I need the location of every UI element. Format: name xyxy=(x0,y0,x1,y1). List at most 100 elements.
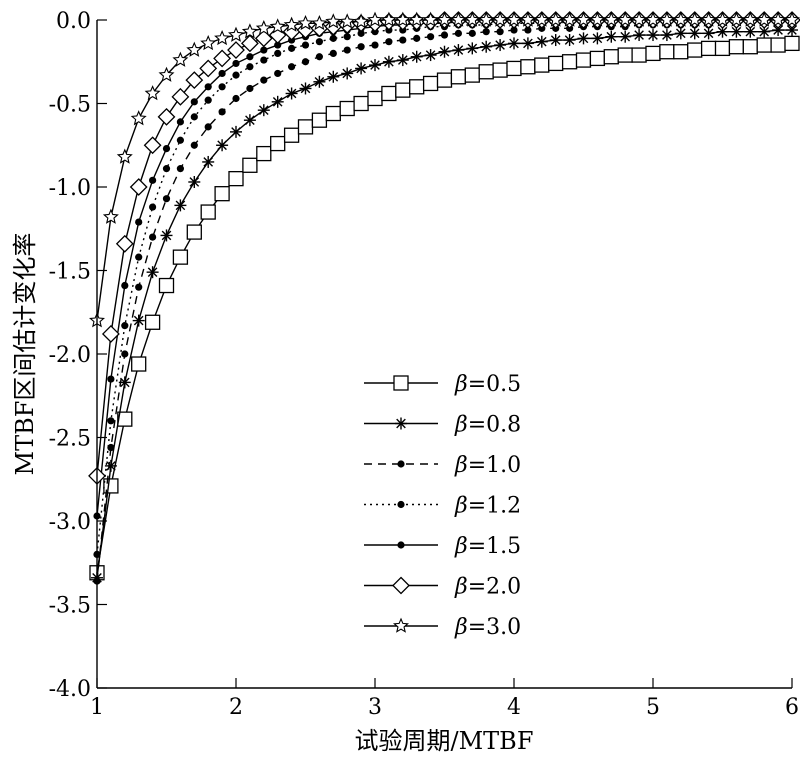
series-5-point-5 xyxy=(157,107,176,126)
series-1-point-30 xyxy=(508,37,520,50)
series-6-point-19 xyxy=(353,13,370,29)
series-0-point-23 xyxy=(409,79,425,95)
series-1-point-43 xyxy=(688,27,701,40)
series-0-point-30 xyxy=(506,60,522,77)
series-1-point-6 xyxy=(174,199,187,212)
series-3-point-18 xyxy=(343,33,351,41)
series-1-point-8 xyxy=(202,155,215,168)
series-1-point-11 xyxy=(243,114,256,127)
series-6-point-3 xyxy=(130,110,147,126)
legend-item-1: β=0.8 xyxy=(364,413,521,438)
series-1-point-37 xyxy=(605,30,618,43)
series-4 xyxy=(93,16,796,520)
series-3-point-8 xyxy=(204,96,212,104)
series-6-point-49 xyxy=(770,11,787,27)
series-0-point-15 xyxy=(297,119,314,135)
series-2-point-31 xyxy=(524,26,532,34)
series-6-point-16 xyxy=(311,14,328,31)
legend-label-value-1: =0.8 xyxy=(468,413,521,438)
series-0-point-41 xyxy=(659,44,675,60)
series-5-point-15 xyxy=(296,21,315,39)
series-3-point-11 xyxy=(246,63,254,71)
series-1-point-29 xyxy=(494,39,507,52)
series-1-point-41 xyxy=(660,29,673,42)
series-3-point-5 xyxy=(162,165,171,173)
series-3-point-3 xyxy=(135,253,143,261)
series-5-point-2 xyxy=(115,234,134,253)
series-1-point-24 xyxy=(424,49,437,62)
series-2-point-25 xyxy=(440,31,449,39)
series-4-point-12 xyxy=(260,46,268,54)
legend-label-0: β=0.5 xyxy=(454,372,521,397)
series-6-point-13 xyxy=(269,18,286,34)
series-1-point-10 xyxy=(230,125,242,138)
series-6-point-11 xyxy=(241,23,258,39)
legend-item-5: β=2.0 xyxy=(364,575,521,600)
series-0-point-27 xyxy=(464,67,480,83)
series-6-point-44 xyxy=(700,11,717,27)
y-tick-label-6: -3.0 xyxy=(49,510,91,535)
series-0-point-5 xyxy=(158,277,175,294)
series-6-point-9 xyxy=(214,29,231,46)
legend-label-symbol-5: β xyxy=(454,575,468,600)
series-6-point-1 xyxy=(102,208,119,224)
series-1-point-21 xyxy=(382,55,395,68)
y-tick-label-2: -1.0 xyxy=(49,176,91,201)
series-5-point-10 xyxy=(227,41,245,59)
legend-label-symbol-4: β xyxy=(454,534,468,559)
series-0-point-10 xyxy=(228,170,244,187)
series-2-point-20 xyxy=(371,41,379,49)
series-1-point-31 xyxy=(521,37,534,50)
series-6-point-42 xyxy=(672,11,689,27)
x-tick-label-0: 1 xyxy=(90,695,104,720)
series-1-point-32 xyxy=(535,35,548,48)
series-1-point-49 xyxy=(772,24,785,37)
series-0-point-45 xyxy=(714,40,731,57)
series-0-point-31 xyxy=(520,59,536,75)
x-tick-label-1: 2 xyxy=(229,695,243,720)
series-layer xyxy=(88,11,800,585)
series-0-point-7 xyxy=(186,224,202,240)
series-6-point-47 xyxy=(742,11,759,27)
series-2-point-12 xyxy=(260,76,268,84)
series-1 xyxy=(91,24,798,584)
ticks-layer: 1 2 3 4 5 6 0.0 -0.5 -1.0 -1.5 -2.0 -2.5 -3.0 -3.5 -4.… xyxy=(49,9,799,720)
series-1-point-34 xyxy=(563,34,576,47)
legend-label-6: β=3.0 xyxy=(454,615,521,640)
series-0 xyxy=(89,35,800,581)
series-2-point-5 xyxy=(162,195,171,203)
series-0-point-46 xyxy=(728,39,745,55)
series-0-point-21 xyxy=(381,85,397,102)
x-tick-label-3: 4 xyxy=(507,695,521,720)
series-6-point-10 xyxy=(228,26,244,42)
series-line-5 xyxy=(96,19,792,476)
series-line-3 xyxy=(96,19,792,555)
series-1-point-12 xyxy=(257,104,270,117)
series-2-point-27 xyxy=(468,29,476,37)
series-2-point-16 xyxy=(315,53,323,61)
series-6-point-50 xyxy=(784,11,800,27)
series-6-point-14 xyxy=(283,16,300,32)
series-1-point-20 xyxy=(369,59,381,72)
series-2-point-6 xyxy=(176,165,184,173)
series-5-point-12 xyxy=(254,29,273,48)
series-6-point-36 xyxy=(589,11,606,27)
series-6-point-33 xyxy=(547,11,564,27)
series-0-point-18 xyxy=(339,100,355,117)
series-1-point-25 xyxy=(438,45,451,58)
legend-marker-2 xyxy=(397,460,405,468)
series-2-point-18 xyxy=(343,46,351,54)
legend-label-value-4: =1.5 xyxy=(468,534,521,559)
series-1-point-44 xyxy=(702,27,715,40)
series-line-6 xyxy=(96,19,792,321)
series-line-2 xyxy=(96,22,792,582)
series-6-point-5 xyxy=(158,66,175,82)
series-0-point-39 xyxy=(631,47,647,63)
series-3-point-4 xyxy=(149,203,157,211)
series-6-point-34 xyxy=(561,11,578,27)
series-5-point-7 xyxy=(185,71,204,90)
series-6-point-31 xyxy=(519,11,536,27)
series-6-point-17 xyxy=(325,13,342,29)
legend-marker-4 xyxy=(397,541,405,549)
